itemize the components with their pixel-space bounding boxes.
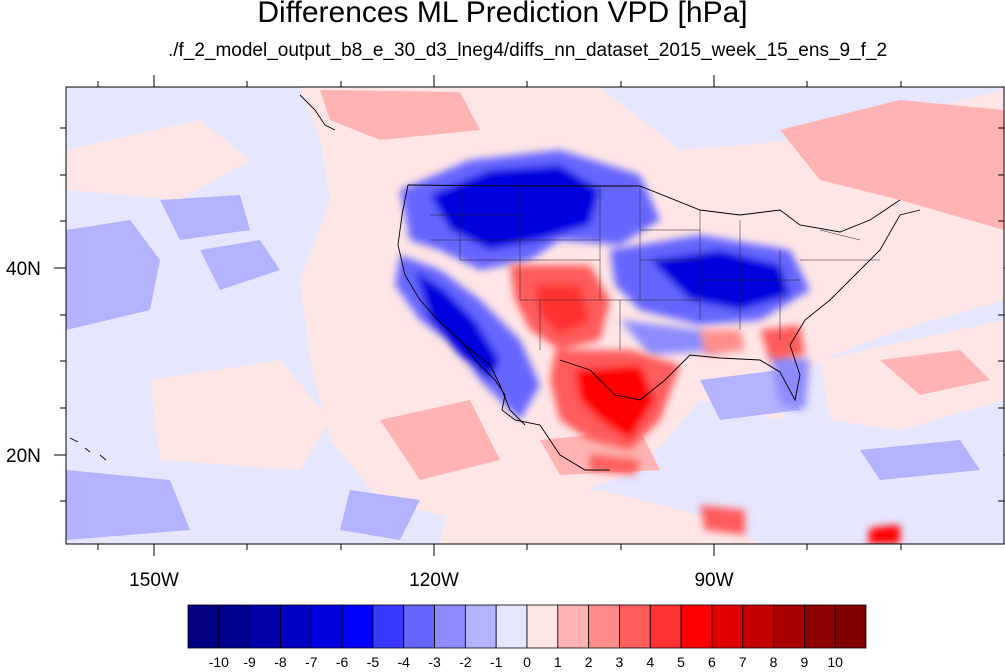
colorbar-tick-label: -6 [335, 654, 349, 670]
lon-label-90w: 90W [694, 570, 734, 591]
map-subtitle: ./f_2_model_output_b8_e_30_d3_lneg4/diff… [167, 40, 888, 61]
colorbar-swatch [834, 604, 867, 649]
colorbar-tick-label: -2 [459, 654, 472, 670]
colorbar-swatch [711, 604, 744, 649]
colorbar-tick-label: -10 [208, 654, 229, 670]
colorbar-tick-label: -8 [274, 654, 287, 670]
colorbar-swatch [403, 604, 435, 649]
colorbar-tick-label: -4 [397, 654, 410, 670]
colorbar-swatch [649, 604, 682, 649]
colorbar-tick-label: -7 [305, 654, 318, 670]
colorbar-tick-label: 9 [800, 654, 809, 670]
colorbar-swatch [464, 604, 497, 649]
colorbar-swatch [680, 604, 713, 649]
negative-anomaly-strong [395, 150, 810, 420]
colorbar-tick-label: -5 [366, 654, 380, 670]
colorbar-tick-label: 10 [827, 654, 843, 670]
colorbar-swatch [619, 604, 651, 649]
colorbar-swatch [187, 604, 220, 649]
colorbar-tick-label: 2 [584, 654, 593, 670]
lat-label-20n: 20N [6, 446, 41, 467]
colorbar-swatch [434, 604, 466, 649]
lon-label-120w: 120W [409, 570, 459, 591]
colorbar-tick-label: 8 [769, 654, 778, 670]
state-borders [430, 186, 880, 350]
colorbar-swatch [372, 604, 405, 649]
colorbar-swatch [280, 604, 312, 649]
colorbar-swatch [773, 604, 805, 649]
lat-label-40n: 40N [6, 259, 41, 280]
colorbar-tick-label: 5 [677, 654, 685, 670]
positive-anomaly-strong [510, 265, 900, 544]
colorbar-swatch [341, 604, 374, 649]
colorbar [187, 604, 867, 649]
colorbar-swatch [557, 604, 590, 649]
colorbar-swatch [495, 604, 528, 649]
colorbar-swatch [249, 604, 281, 649]
colorbar-swatch [588, 604, 620, 649]
coastlines [69, 94, 921, 471]
map-title: Differences ML Prediction VPD [hPa] [257, 0, 748, 29]
lon-label-150w: 150W [129, 570, 179, 591]
colorbar-tick-label: 4 [646, 654, 655, 670]
colorbar-tick-label: -9 [243, 654, 256, 670]
colorbar-swatch [803, 604, 836, 649]
map-plot-area [66, 87, 1004, 544]
colorbar-swatch [310, 604, 343, 649]
colorbar-tick-label: 1 [553, 654, 562, 670]
colorbar-tick-label: -3 [428, 654, 441, 670]
colorbar-swatch [742, 604, 774, 649]
colorbar-tick-label: 7 [738, 654, 747, 670]
colorbar-tick-label: 3 [615, 654, 624, 670]
colorbar-swatch [526, 604, 559, 649]
colorbar-tick-label: 6 [708, 654, 716, 670]
axis-ticks [54, 75, 1005, 556]
colorbar-tick-label: -1 [489, 654, 503, 670]
negative-anomaly-light [66, 195, 980, 540]
colorbar-tick-label: 0 [523, 654, 531, 670]
colorbar-swatch [218, 604, 251, 649]
